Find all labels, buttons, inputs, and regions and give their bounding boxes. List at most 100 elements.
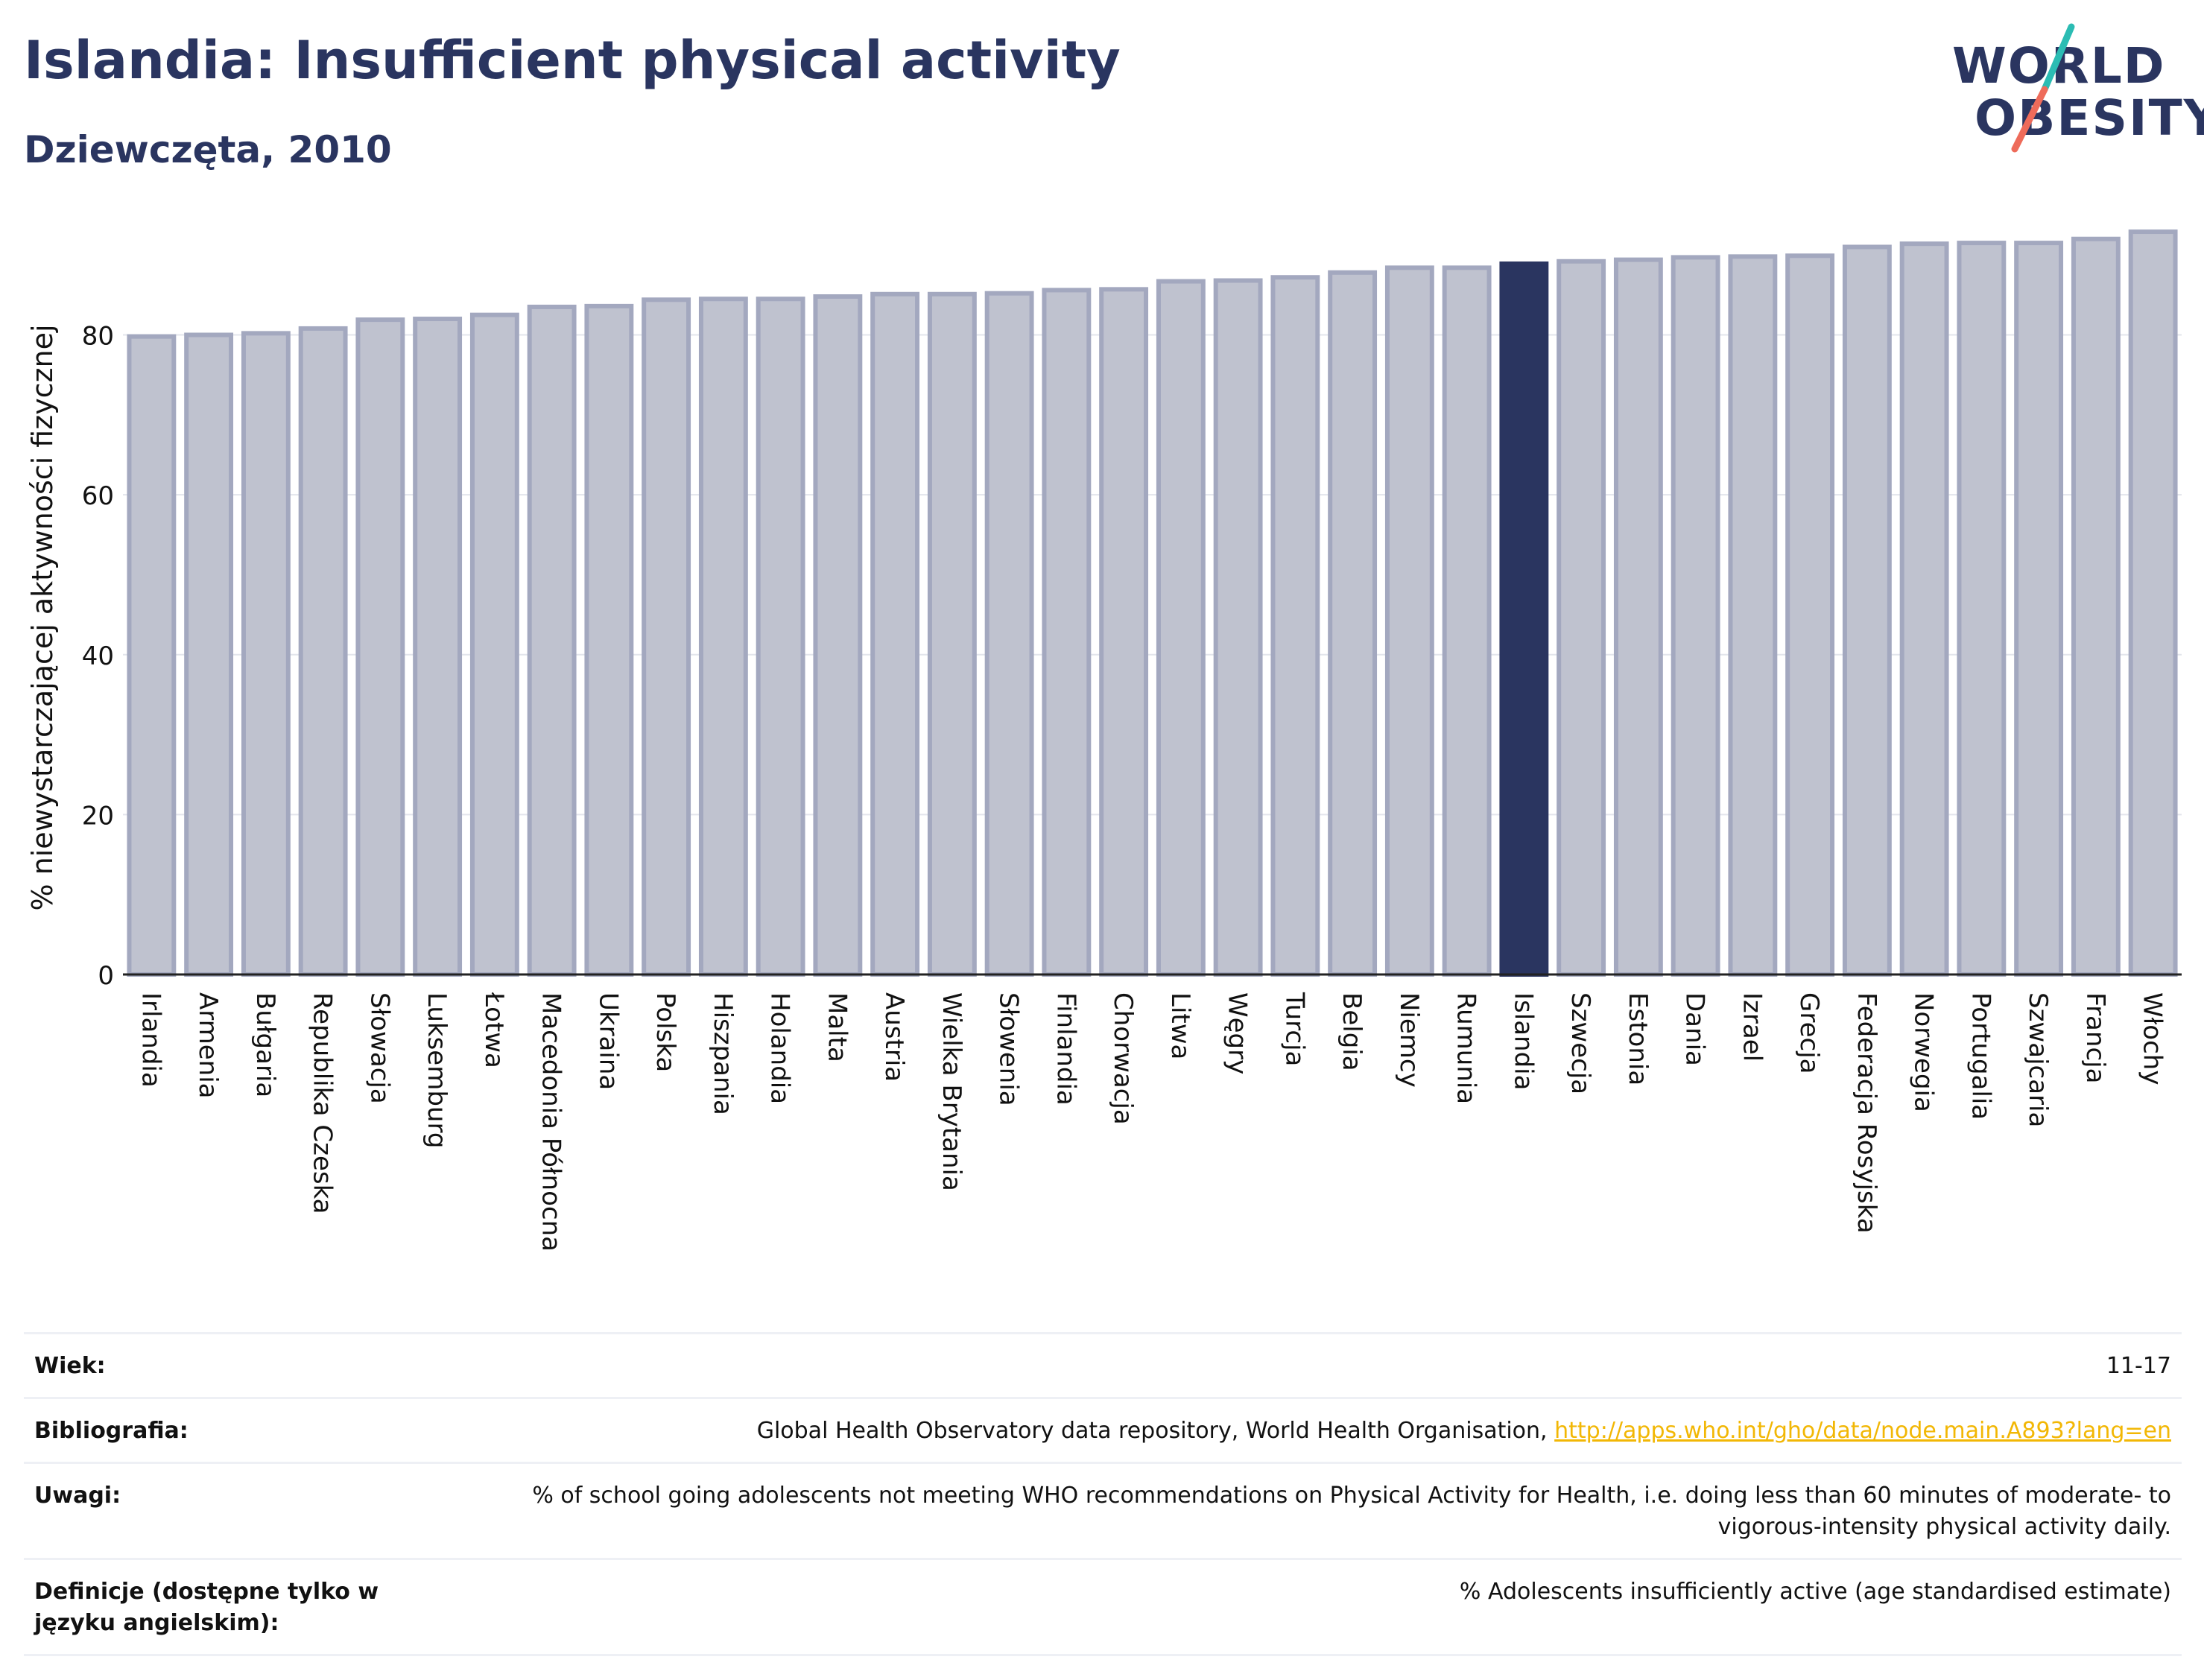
page-subtitle: Dziewczęta, 2010 xyxy=(24,128,392,171)
info-table: Wiek: 11-17 Bibliografia: Global Health … xyxy=(24,1332,2182,1656)
y-tick-label: 20 xyxy=(82,801,114,831)
y-tick-label: 80 xyxy=(82,322,114,352)
logo-slash-icon xyxy=(2011,23,2075,153)
x-tick-label: Szwecja xyxy=(1565,992,1595,1094)
x-tick-label: Litwa xyxy=(1165,992,1195,1059)
bar-niemcy xyxy=(1384,265,1434,977)
bar-islandia xyxy=(1499,261,1549,977)
bar-luksemburg xyxy=(413,317,463,977)
y-tick-label: 0 xyxy=(98,961,114,991)
x-tick-label: Słowacja xyxy=(364,992,394,1104)
bar-chorwacja xyxy=(1099,287,1149,977)
age-label: Wiek: xyxy=(24,1332,462,1399)
x-tick-label: Malta xyxy=(822,992,852,1062)
x-tick-label: Bułgaria xyxy=(250,992,280,1097)
bar-irlandia xyxy=(127,334,177,977)
info-row-definitions: Definicje (dostępne tylko w języku angie… xyxy=(24,1558,2182,1656)
x-tick-label: Norwegia xyxy=(1909,992,1939,1112)
world-obesity-logo: WORLD OBESITY xyxy=(1937,21,2204,162)
page-title: Islandia: Insufficient physical activity xyxy=(24,30,1121,91)
bar-estonia xyxy=(1613,257,1663,977)
age-value: 11-17 xyxy=(462,1332,2182,1399)
bar-macedonia-północna xyxy=(527,304,577,977)
definitions-value: % Adolescents insufficiently active (age… xyxy=(462,1558,2182,1656)
bar-norwegia xyxy=(1899,241,1949,977)
bar-szwecja xyxy=(1557,259,1606,977)
bar-turcja xyxy=(1270,275,1320,977)
bar-węgry xyxy=(1213,278,1263,977)
notes-value: % of school going adolescents not meetin… xyxy=(462,1462,2182,1560)
y-axis-title: % niewystarczającej aktywności fizycznej xyxy=(26,324,59,910)
x-tick-label: Polska xyxy=(650,992,680,1072)
y-tick-label: 60 xyxy=(82,481,114,511)
bar-armenia xyxy=(184,332,234,977)
bars xyxy=(127,229,2178,977)
x-tick-label: Austria xyxy=(879,992,909,1082)
x-tick-label: Islandia xyxy=(1508,992,1538,1090)
bar-rumunia xyxy=(1442,265,1492,977)
x-tick-label: Rumunia xyxy=(1451,992,1481,1104)
x-tick-labels: Irlandia Armenia Bułgaria Republika Czeska S… xyxy=(136,992,2167,1252)
x-tick-label: Francja xyxy=(2080,992,2110,1083)
x-tick-label: Portugalia xyxy=(1966,992,1995,1120)
bar-wielka-brytania xyxy=(927,291,977,977)
bar-portugalia xyxy=(1957,241,2007,977)
x-tick-label: Federacja Rosyjska xyxy=(1852,992,1881,1234)
x-tick-label: Włochy xyxy=(2138,992,2167,1085)
x-tick-label: Republika Czeska xyxy=(308,992,338,1214)
bar-francja xyxy=(2071,236,2121,977)
x-tick-label: Chorwacja xyxy=(1108,992,1138,1125)
x-tick-label: Słowenia xyxy=(994,992,1024,1106)
bar-belgia xyxy=(1328,270,1378,977)
x-tick-label: Holandia xyxy=(765,992,795,1104)
notes-label: Uwagi: xyxy=(24,1462,462,1560)
bar-finlandia xyxy=(1042,288,1092,977)
x-tick-label: Armenia xyxy=(193,992,223,1099)
bar-hiszpania xyxy=(698,297,748,977)
x-tick-label: Izrael xyxy=(1737,992,1767,1062)
x-tick-label: Hiszpania xyxy=(708,992,738,1115)
bar-litwa xyxy=(1156,279,1206,977)
bar-słowacja xyxy=(355,317,405,977)
bar-słowenia xyxy=(984,291,1034,977)
info-row-notes: Uwagi: % of school going adolescents not… xyxy=(24,1462,2182,1560)
bar-grecja xyxy=(1785,253,1835,977)
bibliography-label: Bibliografia: xyxy=(24,1397,462,1464)
x-tick-label: Szwajcaria xyxy=(2023,992,2053,1127)
bar-federacja-rosyjska xyxy=(1842,244,1892,977)
bar-austria xyxy=(870,291,920,977)
bar-malta xyxy=(813,294,863,977)
bar-szwajcaria xyxy=(2014,241,2064,977)
x-tick-label: Luksemburg xyxy=(422,992,452,1148)
x-tick-label: Turcja xyxy=(1279,992,1309,1066)
grid-lines xyxy=(123,334,2182,816)
bar-polska xyxy=(642,297,691,977)
logo-line2: OBESITY xyxy=(1975,89,2204,147)
x-tick-label: Grecja xyxy=(1794,992,1824,1074)
bar-chart: 0 20 40 60 80 Irlandia Armenia Bułgaria Republi… xyxy=(26,229,2182,1252)
bar-łotwa xyxy=(469,312,519,977)
x-tick-label: Belgia xyxy=(1337,992,1367,1071)
bar-izrael xyxy=(1728,254,1778,977)
y-tick-labels: 0 20 40 60 80 xyxy=(82,322,114,991)
info-row-age: Wiek: 11-17 xyxy=(24,1332,2182,1399)
bar-dania xyxy=(1671,255,1720,977)
bar-ukraina xyxy=(584,303,634,977)
bibliography-link[interactable]: http://apps.who.int/gho/data/node.main.A… xyxy=(1554,1418,2171,1444)
definitions-label: Definicje (dostępne tylko w języku angie… xyxy=(24,1558,462,1656)
bibliography-text: Global Health Observatory data repositor… xyxy=(756,1418,1548,1444)
info-row-bibliography: Bibliografia: Global Health Observatory … xyxy=(24,1397,2182,1464)
x-tick-label: Łotwa xyxy=(479,992,509,1068)
x-tick-label: Estonia xyxy=(1623,992,1653,1085)
x-tick-label: Niemcy xyxy=(1394,992,1424,1088)
x-tick-label: Finlandia xyxy=(1051,992,1080,1106)
bar-holandia xyxy=(756,297,805,977)
x-tick-label: Węgry xyxy=(1223,992,1253,1074)
x-tick-label: Wielka Brytania xyxy=(937,992,966,1191)
x-tick-label: Dania xyxy=(1680,992,1710,1066)
bar-włochy xyxy=(2128,229,2178,977)
x-tick-label: Irlandia xyxy=(136,992,165,1088)
y-tick-label: 40 xyxy=(82,641,114,671)
bar-republika-czeska xyxy=(298,326,348,977)
x-tick-label: Ukraina xyxy=(593,992,623,1090)
